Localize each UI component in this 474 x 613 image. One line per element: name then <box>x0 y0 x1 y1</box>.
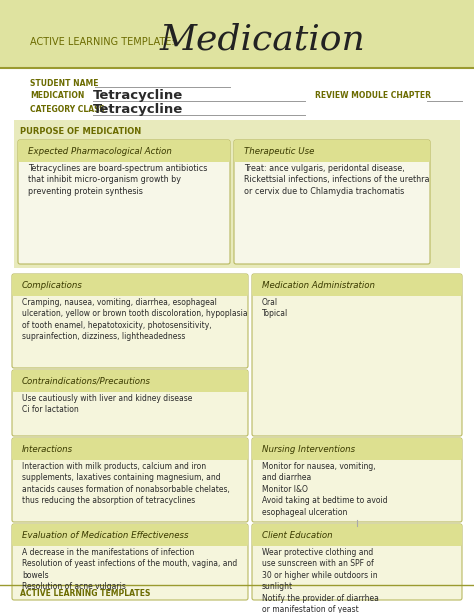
Text: Cramping, nausea, vomiting, diarrhea, esophageal
ulceration, yellow or brown too: Cramping, nausea, vomiting, diarrhea, es… <box>22 298 247 341</box>
FancyBboxPatch shape <box>18 140 230 264</box>
Text: Interactions: Interactions <box>22 444 73 454</box>
Text: Wear protective clothing and
use sunscreen with an SPF of
30 or higher while out: Wear protective clothing and use sunscre… <box>262 548 379 613</box>
Text: Client Education: Client Education <box>262 530 333 539</box>
Text: Treat: ance vulgaris, peridontal disease,
Rickettsial infections, infections of : Treat: ance vulgaris, peridontal disease… <box>244 164 429 196</box>
Text: MEDICATION: MEDICATION <box>30 91 84 101</box>
Text: Therapeutic Use: Therapeutic Use <box>244 147 314 156</box>
FancyBboxPatch shape <box>234 140 430 162</box>
Bar <box>14 136 460 268</box>
Text: Tetracyclines are board-spectrum antibiotics
that inhibit micro-organism growth : Tetracyclines are board-spectrum antibio… <box>28 164 207 196</box>
FancyBboxPatch shape <box>12 438 248 522</box>
FancyBboxPatch shape <box>12 370 248 436</box>
Text: REVIEW MODULE CHAPTER: REVIEW MODULE CHAPTER <box>315 91 431 101</box>
Text: STUDENT NAME: STUDENT NAME <box>30 78 99 88</box>
FancyBboxPatch shape <box>234 140 430 264</box>
FancyBboxPatch shape <box>252 438 462 460</box>
Text: CATEGORY CLASS: CATEGORY CLASS <box>30 105 104 115</box>
Text: A decrease in the manifestations of infection
Resolution of yeast infections of : A decrease in the manifestations of infe… <box>22 548 237 592</box>
Text: Expected Pharmacological Action: Expected Pharmacological Action <box>28 147 172 156</box>
FancyBboxPatch shape <box>252 524 462 546</box>
FancyBboxPatch shape <box>12 370 248 392</box>
FancyBboxPatch shape <box>12 524 248 600</box>
Text: Monitor for nausea, vomiting,
and diarrhea
Monitor I&O
Avoid taking at bedtime t: Monitor for nausea, vomiting, and diarrh… <box>262 462 388 517</box>
FancyBboxPatch shape <box>252 524 462 600</box>
Text: Complications: Complications <box>22 281 83 289</box>
Text: Nursing Interventions: Nursing Interventions <box>262 444 355 454</box>
FancyBboxPatch shape <box>252 438 462 522</box>
Text: Oral
Topical: Oral Topical <box>262 298 288 318</box>
Text: Medication Administration: Medication Administration <box>262 281 375 289</box>
FancyBboxPatch shape <box>12 438 248 460</box>
Bar <box>14 120 460 136</box>
Text: ACTIVE LEARNING TEMPLATE:: ACTIVE LEARNING TEMPLATE: <box>30 37 174 47</box>
Text: PURPOSE OF MEDICATION: PURPOSE OF MEDICATION <box>20 126 141 135</box>
Text: Medication: Medication <box>160 23 366 57</box>
Text: ACTIVE LEARNING TEMPLATES: ACTIVE LEARNING TEMPLATES <box>20 588 150 598</box>
FancyBboxPatch shape <box>252 274 462 296</box>
Text: Use cautiously with liver and kidney disease
Ci for lactation: Use cautiously with liver and kidney dis… <box>22 394 192 414</box>
Text: Evaluation of Medication Effectiveness: Evaluation of Medication Effectiveness <box>22 530 189 539</box>
FancyBboxPatch shape <box>12 274 248 368</box>
Text: Tetracycline: Tetracycline <box>93 104 183 116</box>
Text: Contraindications/Precautions: Contraindications/Precautions <box>22 376 151 386</box>
Text: Tetracycline: Tetracycline <box>93 89 183 102</box>
Text: Interaction with milk products, calcium and iron
supplements, laxatives containi: Interaction with milk products, calcium … <box>22 462 230 505</box>
Bar <box>0 0 474 68</box>
FancyBboxPatch shape <box>12 524 248 546</box>
FancyBboxPatch shape <box>252 274 462 436</box>
FancyBboxPatch shape <box>18 140 230 162</box>
FancyBboxPatch shape <box>12 274 248 296</box>
